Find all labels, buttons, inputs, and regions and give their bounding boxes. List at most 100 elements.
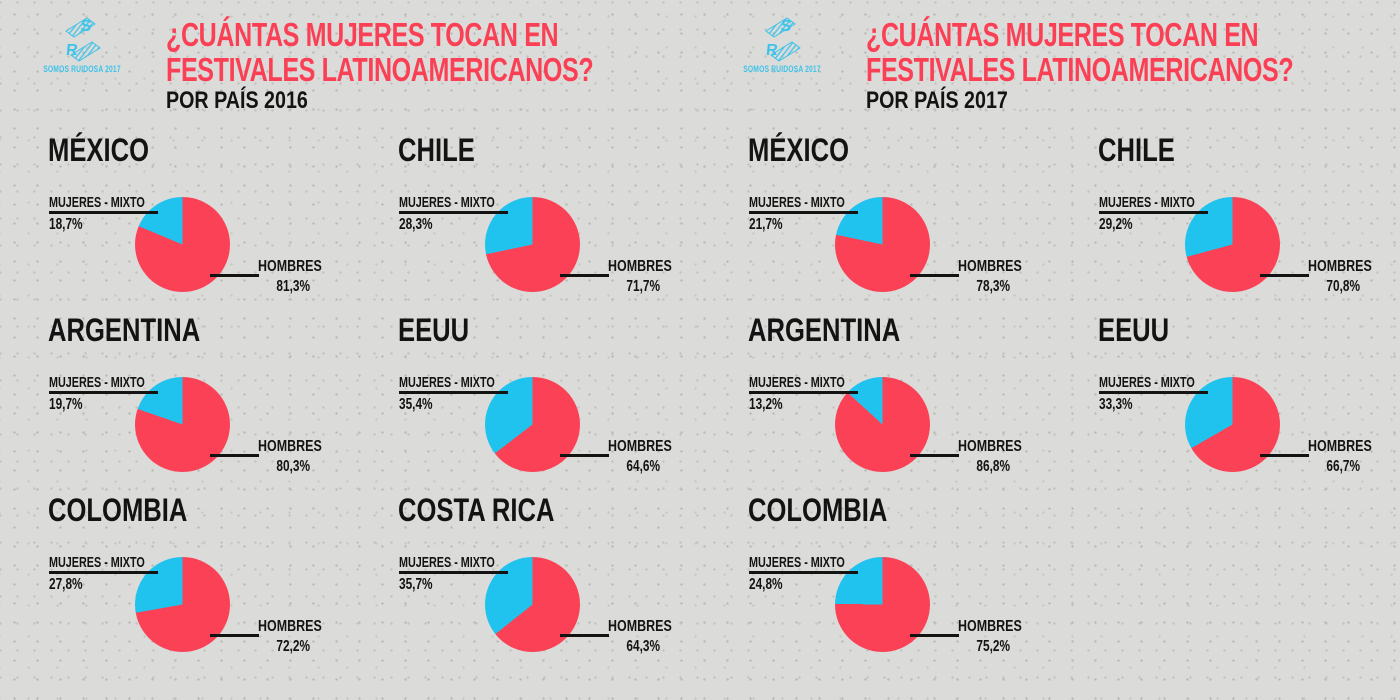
chart-2016-argentina: ARGENTINA MUJERES - MIXTO 19,7% HOMBRES … [40,310,390,490]
chart-2017-chile: CHILE MUJERES - MIXTO 29,2% HOMBRES 70,8… [1090,130,1400,310]
chart-2017-colombia: COLOMBIA MUJERES - MIXTO 24,8% HOMBRES 7… [740,490,1090,670]
chart-2016-colombia: COLOMBIA MUJERES - MIXTO 27,8% HOMBRES 7… [40,490,390,670]
mujeres-leader-line [399,571,508,574]
hombres-percentage: 71,7% [626,278,660,295]
chart-2016-eeuu: EEUU MUJERES - MIXTO 35,4% HOMBRES 64,6% [390,310,740,490]
mujeres-leader-line [49,391,158,394]
mujeres-mixto-label: MUJERES - MIXTO [399,374,495,391]
hombres-leader-line [210,454,259,457]
mujeres-mixto-label: MUJERES - MIXTO [49,374,145,391]
hombres-percentage: 64,3% [626,638,660,655]
mujeres-mixto-label: MUJERES - MIXTO [49,554,145,571]
mujeres-leader-line [399,391,508,394]
mujeres-leader-line [1099,391,1208,394]
mujeres-leader-line [49,211,158,214]
hombres-label: HOMBRES [258,258,322,275]
country-title: MÉXICO [48,132,149,168]
hombres-label: HOMBRES [958,438,1022,455]
mujeres-percentage: 27,8% [49,576,83,593]
mujeres-mixto-label: MUJERES - MIXTO [1099,374,1195,391]
hombres-label: HOMBRES [608,438,672,455]
hombres-label: HOMBRES [1308,438,1372,455]
hombres-leader-line [910,274,959,277]
somos-ruidosa-icon: S R [765,17,801,62]
hombres-percentage: 80,3% [276,458,310,475]
mujeres-leader-line [749,391,858,394]
mujeres-percentage: 28,3% [399,216,433,233]
hombres-leader-line [210,634,259,637]
country-title: COSTA RICA [398,492,555,528]
chart-2016-chile: CHILE MUJERES - MIXTO 28,3% HOMBRES 71,7… [390,130,740,310]
mujeres-percentage: 35,7% [399,576,433,593]
somos-ruidosa-icon: S R [65,17,101,62]
hombres-percentage: 86,8% [976,458,1010,475]
hombres-label: HOMBRES [608,618,672,635]
mujeres-percentage: 21,7% [749,216,783,233]
country-title: EEUU [398,312,470,348]
hombres-percentage: 78,3% [976,278,1010,295]
mujeres-percentage: 24,8% [749,576,783,593]
mujeres-percentage: 29,2% [1099,216,1133,233]
mujeres-mixto-label: MUJERES - MIXTO [49,194,145,211]
mujeres-mixto-label: MUJERES - MIXTO [749,374,845,391]
infographic-title-line1: ¿CUÁNTAS MUJERES TOCAN EN [166,16,559,53]
infographic-subtitle-2017: POR PAÍS 2017 [866,87,1008,114]
hombres-label: HOMBRES [608,258,672,275]
hombres-percentage: 70,8% [1326,278,1360,295]
chart-2016-mexico: MÉXICO MUJERES - MIXTO 18,7% HOMBRES 81,… [40,130,390,310]
hombres-percentage: 81,3% [276,278,310,295]
country-title: CHILE [1098,132,1175,168]
infographic-title-line2: FESTIVALES LATINOAMERICANOS? [166,51,594,88]
country-title: CHILE [398,132,475,168]
logo-text: SOMOS RUIDOSA 2017 [43,64,121,74]
hombres-percentage: 75,2% [976,638,1010,655]
hombres-leader-line [560,454,609,457]
chart-2017-argentina: ARGENTINA MUJERES - MIXTO 13,2% HOMBRES … [740,310,1090,490]
hombres-leader-line [1260,454,1309,457]
mujeres-leader-line [399,211,508,214]
hombres-leader-line [210,274,259,277]
mujeres-mixto-label: MUJERES - MIXTO [399,554,495,571]
mujeres-mixto-label: MUJERES - MIXTO [749,194,845,211]
mujeres-leader-line [749,571,858,574]
mujeres-percentage: 19,7% [49,396,83,413]
hombres-label: HOMBRES [1308,258,1372,275]
hombres-leader-line [910,454,959,457]
mujeres-leader-line [749,211,858,214]
hombres-label: HOMBRES [958,618,1022,635]
chart-2016-costa-rica: COSTA RICA MUJERES - MIXTO 35,7% HOMBRES… [390,490,740,670]
svg-text:R: R [65,41,79,59]
hombres-leader-line [560,634,609,637]
mujeres-percentage: 33,3% [1099,396,1133,413]
infographic-title-line1: ¿CUÁNTAS MUJERES TOCAN EN [866,16,1259,53]
hombres-percentage: 64,6% [626,458,660,475]
svg-text:R: R [765,41,779,59]
hombres-label: HOMBRES [258,618,322,635]
hombres-percentage: 66,7% [1326,458,1360,475]
mujeres-mixto-label: MUJERES - MIXTO [1099,194,1195,211]
chart-2017-mexico: MÉXICO MUJERES - MIXTO 21,7% HOMBRES 78,… [740,130,1090,310]
country-title: COLOMBIA [48,492,188,528]
mujeres-leader-line [1099,211,1208,214]
mujeres-mixto-label: MUJERES - MIXTO [749,554,845,571]
svg-text:S: S [780,17,793,35]
mujeres-percentage: 35,4% [399,396,433,413]
country-title: MÉXICO [748,132,849,168]
hombres-label: HOMBRES [258,438,322,455]
infographic-subtitle-2016: POR PAÍS 2016 [166,87,308,114]
mujeres-percentage: 18,7% [49,216,83,233]
logo-text: SOMOS RUIDOSA 2017 [743,64,821,74]
panel-2016: S R SOMOS RUIDOSA 2017 ¿CUÁNTAS MUJERES … [40,16,672,670]
chart-2017-eeuu: EEUU MUJERES - MIXTO 33,3% HOMBRES 66,7% [1090,310,1400,490]
country-title: EEUU [1098,312,1170,348]
svg-text:S: S [80,17,93,35]
mujeres-percentage: 13,2% [749,396,783,413]
hombres-leader-line [560,274,609,277]
country-title: COLOMBIA [748,492,888,528]
country-title: ARGENTINA [748,312,901,348]
hombres-leader-line [1260,274,1309,277]
country-title: ARGENTINA [48,312,201,348]
hombres-label: HOMBRES [958,258,1022,275]
infographic-title-line2: FESTIVALES LATINOAMERICANOS? [866,51,1294,88]
